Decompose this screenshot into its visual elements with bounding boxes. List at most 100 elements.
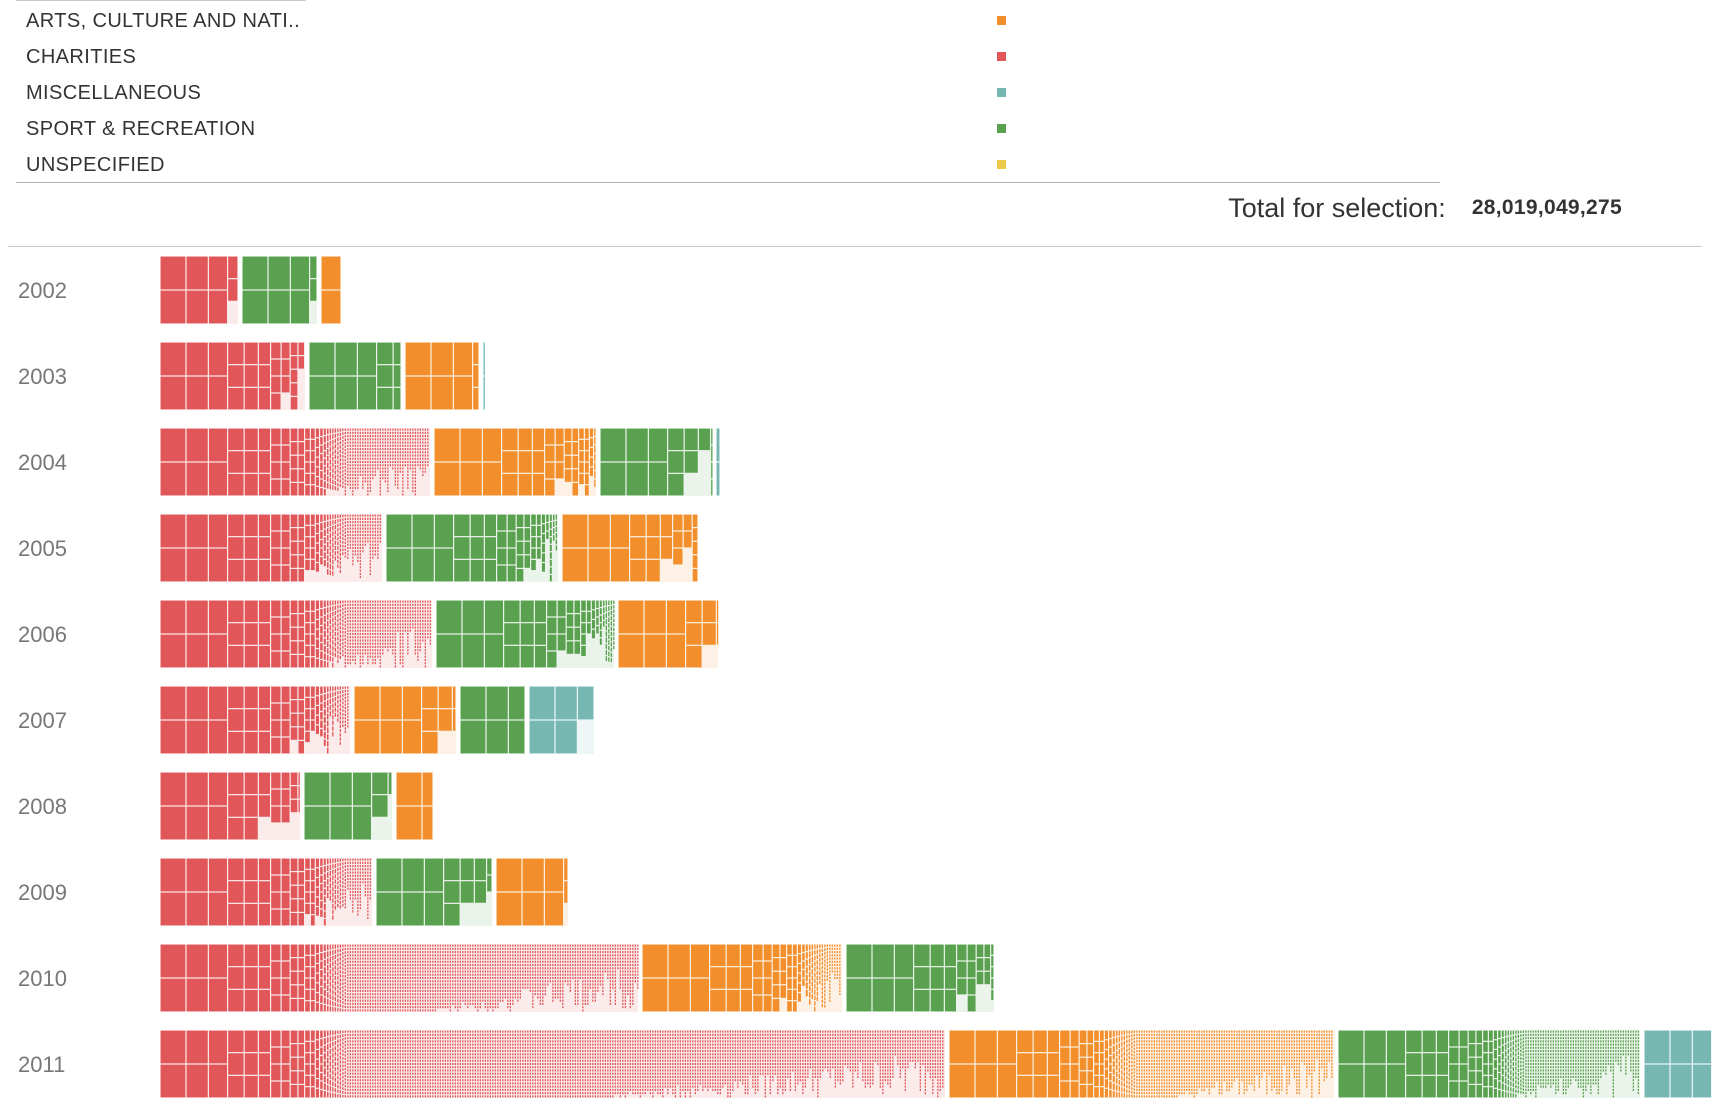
- grant-tile[interactable]: [387, 1009, 389, 1012]
- grant-tile[interactable]: [614, 996, 616, 999]
- grant-tile[interactable]: [607, 954, 609, 957]
- grant-tile[interactable]: [339, 999, 341, 1003]
- grant-tile[interactable]: [367, 623, 369, 626]
- grant-tile[interactable]: [412, 626, 414, 629]
- grant-tile[interactable]: [587, 976, 589, 980]
- grant-tile[interactable]: [472, 957, 474, 960]
- grant-tile[interactable]: [442, 976, 444, 980]
- grant-tile[interactable]: [374, 543, 376, 546]
- grant-tile[interactable]: [320, 995, 323, 1003]
- grant-tile[interactable]: [367, 537, 369, 540]
- grant-tile[interactable]: [599, 638, 602, 645]
- grant-tile[interactable]: [407, 649, 409, 652]
- grant-tile[interactable]: [354, 431, 356, 434]
- grant-tile[interactable]: [160, 548, 186, 582]
- grant-tile[interactable]: [228, 944, 244, 967]
- grant-tile[interactable]: [673, 514, 683, 531]
- grant-tile[interactable]: [613, 609, 615, 613]
- grant-tile[interactable]: [347, 610, 349, 613]
- grant-tile[interactable]: [409, 973, 411, 976]
- grant-tile[interactable]: [349, 473, 351, 476]
- grant-tile[interactable]: [452, 709, 456, 731]
- grant-tile[interactable]: [329, 994, 331, 1000]
- grant-tile[interactable]: [444, 957, 446, 960]
- grant-tile[interactable]: [377, 996, 379, 999]
- grant-tile[interactable]: [344, 703, 346, 706]
- grant-tile[interactable]: [244, 537, 258, 559]
- grant-tile[interactable]: [424, 448, 426, 451]
- grant-tile[interactable]: [160, 806, 186, 840]
- grant-tile[interactable]: [592, 996, 594, 999]
- grant-tile[interactable]: [434, 548, 453, 582]
- grant-tile[interactable]: [323, 615, 326, 623]
- grant-tile[interactable]: [332, 972, 334, 978]
- grant-tile[interactable]: [342, 604, 344, 607]
- grant-tile[interactable]: [310, 978, 315, 989]
- grant-tile[interactable]: [414, 623, 416, 626]
- grant-tile[interactable]: [384, 623, 386, 626]
- grant-tile[interactable]: [479, 967, 481, 970]
- grant-tile[interactable]: [412, 1006, 414, 1009]
- grant-tile[interactable]: [417, 454, 419, 457]
- grant-tile[interactable]: [332, 686, 334, 692]
- grant-tile[interactable]: [549, 967, 551, 970]
- grant-tile[interactable]: [377, 607, 379, 610]
- grant-tile[interactable]: [344, 885, 346, 888]
- grant-tile[interactable]: [349, 603, 351, 606]
- grant-tile[interactable]: [452, 947, 454, 950]
- grant-tile[interactable]: [332, 548, 334, 554]
- grant-tile[interactable]: [326, 562, 329, 568]
- grant-tile[interactable]: [342, 986, 344, 989]
- grant-tile[interactable]: [339, 982, 341, 986]
- grant-tile[interactable]: [494, 964, 496, 967]
- grant-tile[interactable]: [382, 957, 384, 960]
- grant-tile[interactable]: [504, 964, 506, 967]
- grant-tile[interactable]: [334, 530, 336, 535]
- grant-tile[interactable]: [186, 858, 208, 892]
- grant-tile[interactable]: [382, 996, 384, 999]
- grant-tile[interactable]: [315, 973, 319, 983]
- grant-tile[interactable]: [597, 964, 599, 967]
- grant-tile[interactable]: [522, 976, 524, 980]
- grant-tile[interactable]: [414, 983, 416, 986]
- grant-tile[interactable]: [359, 600, 361, 603]
- grant-tile[interactable]: [310, 537, 315, 548]
- grant-tile[interactable]: [529, 976, 531, 980]
- grant-tile[interactable]: [547, 970, 549, 973]
- grant-tile[interactable]: [367, 441, 369, 444]
- grant-tile[interactable]: [412, 610, 414, 613]
- grant-tile[interactable]: [315, 524, 319, 533]
- grant-tile[interactable]: [427, 435, 429, 438]
- grant-tile[interactable]: [352, 894, 354, 897]
- grant-tile[interactable]: [377, 438, 379, 441]
- grant-tile[interactable]: [619, 954, 621, 957]
- grant-tile[interactable]: [394, 480, 396, 483]
- grant-tile[interactable]: [524, 976, 526, 980]
- grant-tile[interactable]: [349, 441, 351, 444]
- grant-tile[interactable]: [427, 970, 429, 973]
- grant-tile[interactable]: [298, 469, 305, 482]
- grant-tile[interactable]: [554, 976, 556, 980]
- grant-tile[interactable]: [449, 970, 451, 973]
- grant-tile[interactable]: [547, 973, 549, 976]
- grant-tile[interactable]: [387, 973, 389, 976]
- grant-tile[interactable]: [607, 944, 609, 947]
- grant-tile[interactable]: [349, 431, 351, 434]
- grant-tile[interactable]: [315, 610, 319, 619]
- grant-tile[interactable]: [339, 479, 341, 483]
- grant-tile[interactable]: [347, 477, 349, 480]
- grant-tile[interactable]: [349, 1002, 351, 1005]
- grant-tile[interactable]: [377, 524, 379, 527]
- grant-tile[interactable]: [392, 957, 394, 960]
- grant-tile[interactable]: [419, 441, 421, 444]
- grant-tile[interactable]: [323, 661, 326, 668]
- grant-tile[interactable]: [359, 521, 361, 524]
- grant-tile[interactable]: [589, 947, 591, 950]
- grant-tile[interactable]: [315, 1002, 319, 1012]
- grant-tile[interactable]: [572, 954, 574, 957]
- grant-tile[interactable]: [587, 964, 589, 967]
- grant-tile[interactable]: [487, 1009, 489, 1012]
- grant-tile[interactable]: [469, 960, 471, 963]
- grant-tile[interactable]: [407, 970, 409, 973]
- grant-tile[interactable]: [228, 967, 244, 989]
